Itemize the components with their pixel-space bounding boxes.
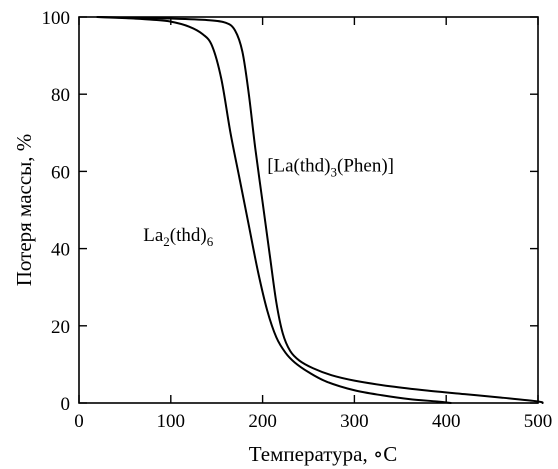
y-tick-label: 20: [51, 317, 70, 338]
plot-frame: [78, 16, 539, 404]
annotation-subscript: 3: [331, 164, 338, 179]
annotation-subscript: 6: [207, 234, 214, 249]
annotation-la_thd3_phen: [La(thd)3(Phen)]: [267, 155, 394, 179]
x-tick-label: 100: [157, 411, 186, 432]
axis-ticks: [78, 16, 539, 404]
y-axis-label: Потеря массы, %: [12, 134, 36, 287]
annotation-text: (Phen)]: [337, 155, 394, 176]
annotation-text: [La(thd): [267, 155, 330, 176]
annotation-la2thd6: La2(thd)6: [143, 225, 213, 249]
annotation-subscript: 2: [163, 234, 170, 249]
y-tick-label: 100: [42, 8, 71, 29]
x-tick-label: 200: [248, 411, 277, 432]
x-tick-label: 400: [432, 411, 461, 432]
y-tick-label: 40: [51, 240, 70, 261]
annotation-text: La: [143, 225, 164, 246]
annotation-text: (thd): [170, 225, 207, 246]
axis-tick-labels: 0 100 200 300 400 500 0 20 40 60 80 100: [42, 8, 553, 432]
series-annotations: [La(thd)3(Phen)] La2(thd)6: [143, 155, 394, 248]
y-tick-label: 80: [51, 85, 70, 106]
x-axis-label: Температура, ∘C: [249, 442, 398, 466]
series-line-la2thd6: [96, 16, 452, 404]
series-line-la_thd3_phen: [96, 16, 544, 404]
x-tick-label: 300: [340, 411, 369, 432]
series-lines: [96, 16, 544, 404]
y-tick-label: 0: [61, 394, 71, 415]
y-tick-label: 60: [51, 162, 70, 183]
x-tick-label: 500: [524, 411, 553, 432]
x-tick-label: 0: [74, 411, 84, 432]
